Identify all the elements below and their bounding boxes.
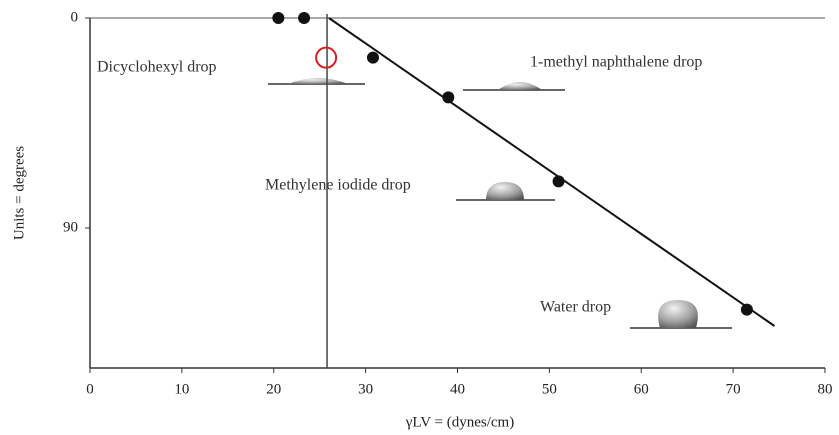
x-tick-label: 60: [634, 381, 649, 397]
x-tick-label: 30: [358, 381, 373, 397]
data-point: [272, 12, 285, 24]
x-tick-label: 70: [726, 381, 741, 397]
x-axis-label: γLV = (dynes/cm): [405, 414, 514, 430]
x-tick-label: 0: [86, 381, 94, 397]
fit-line: [328, 17, 776, 327]
y-tick-label: 0: [71, 9, 79, 25]
x-tick-label: 20: [266, 381, 281, 397]
annotation: Methylene iodide drop: [265, 177, 411, 194]
annotation: 1-methyl naphthalene drop: [530, 54, 702, 71]
critical-point: [315, 46, 338, 69]
data-point: [442, 91, 455, 104]
drops: [268, 78, 732, 329]
data-point: [552, 175, 565, 188]
x-tick-label: 80: [818, 381, 833, 397]
annotation: Water drop: [540, 299, 611, 316]
data-point: [366, 51, 379, 64]
annotation: Dicyclohexyl drop: [97, 59, 217, 76]
x-tick-label: 10: [174, 381, 189, 397]
y-axis-label: Units = degrees: [11, 146, 27, 240]
x-tick-label: 40: [450, 381, 465, 397]
y-tick-label: 90: [63, 219, 78, 235]
data-point: [740, 303, 753, 316]
x-tick-label: 50: [542, 381, 557, 397]
data-point: [298, 12, 311, 24]
